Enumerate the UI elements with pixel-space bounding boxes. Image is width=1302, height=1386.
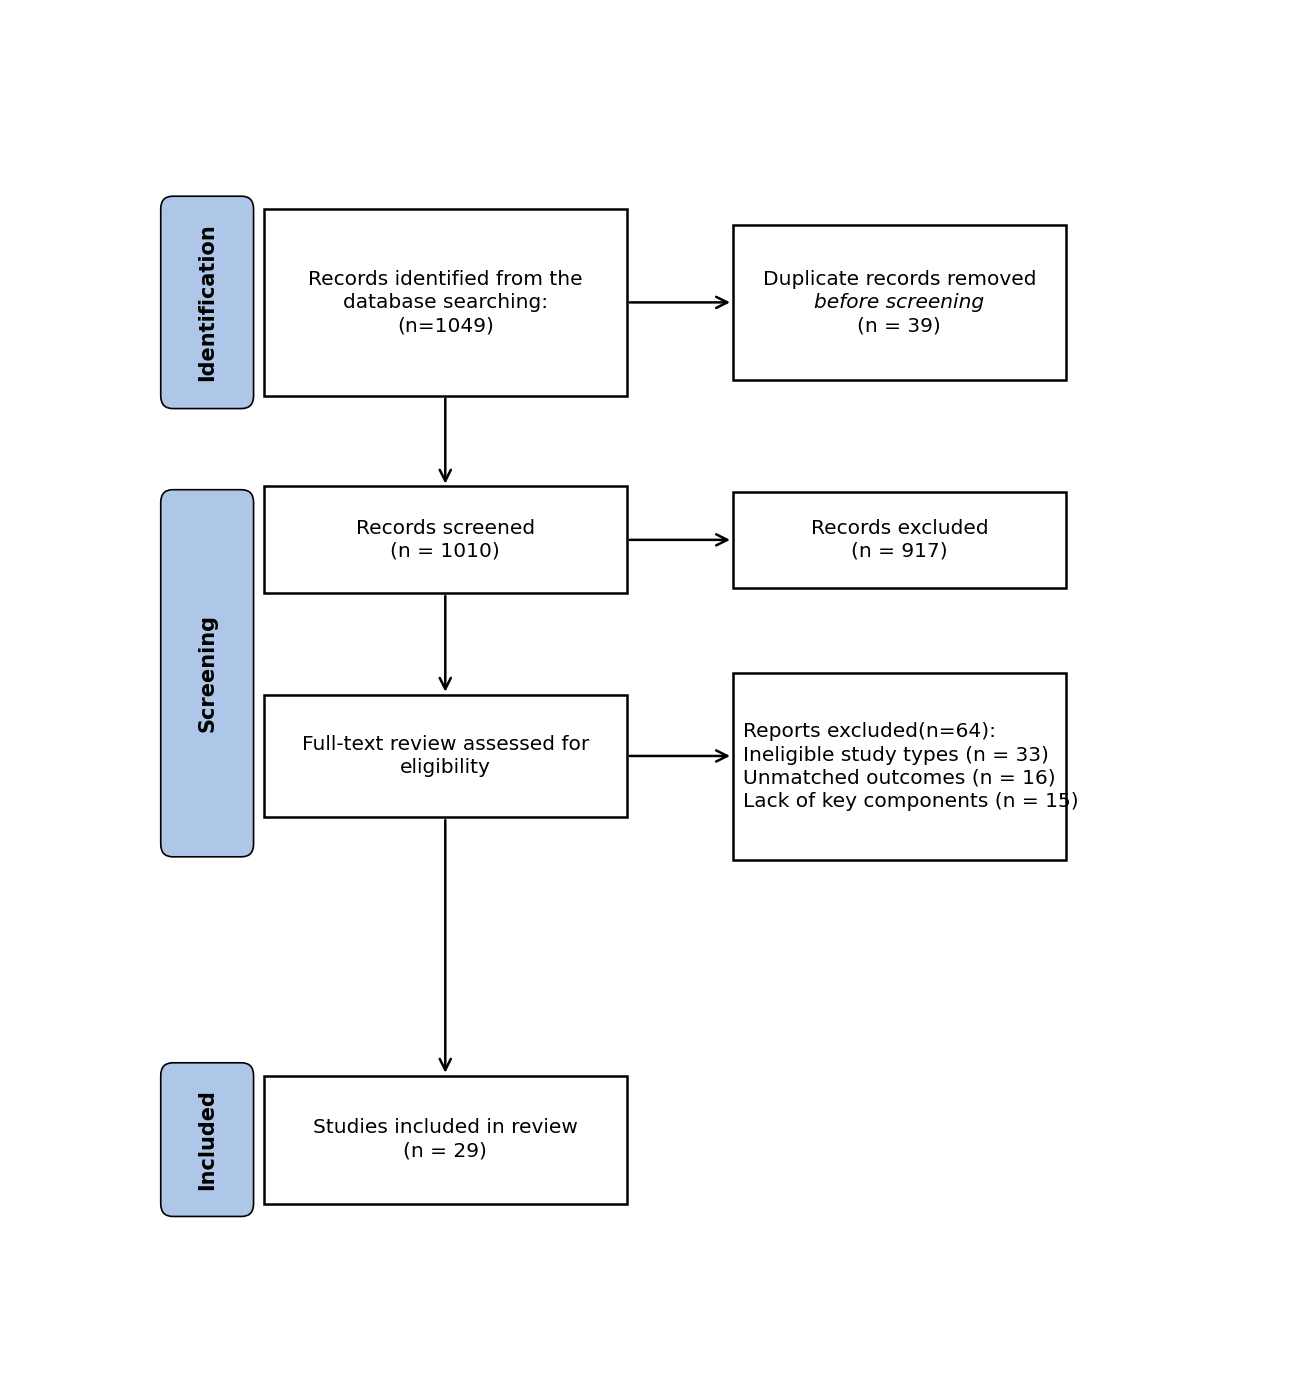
Text: Screening: Screening (197, 614, 217, 732)
FancyBboxPatch shape (263, 1076, 628, 1203)
Text: Reports excluded(n=64):: Reports excluded(n=64): (743, 722, 996, 742)
FancyBboxPatch shape (160, 1063, 254, 1217)
Text: before screening: before screening (814, 292, 984, 312)
Text: Identification: Identification (197, 223, 217, 381)
Text: Studies included in review: Studies included in review (312, 1119, 578, 1138)
FancyBboxPatch shape (160, 489, 254, 857)
FancyBboxPatch shape (263, 694, 628, 818)
Text: eligibility: eligibility (400, 758, 491, 778)
Text: Duplicate records removed: Duplicate records removed (763, 270, 1036, 288)
Text: Records excluded: Records excluded (811, 518, 988, 538)
FancyBboxPatch shape (733, 674, 1066, 859)
Text: Records screened: Records screened (355, 518, 535, 538)
Text: (n = 1010): (n = 1010) (391, 542, 500, 561)
FancyBboxPatch shape (160, 197, 254, 409)
Text: (n = 39): (n = 39) (858, 316, 941, 335)
Text: Ineligible study types (n = 33): Ineligible study types (n = 33) (743, 746, 1049, 765)
Text: (n=1049): (n=1049) (397, 316, 493, 335)
Text: database searching:: database searching: (342, 292, 548, 312)
Text: Included: Included (197, 1089, 217, 1191)
FancyBboxPatch shape (263, 486, 628, 593)
Text: Full-text review assessed for: Full-text review assessed for (302, 735, 589, 754)
Text: (n = 29): (n = 29) (404, 1142, 487, 1160)
Text: Unmatched outcomes (n = 16): Unmatched outcomes (n = 16) (743, 769, 1056, 787)
FancyBboxPatch shape (263, 209, 628, 396)
Text: (n = 917): (n = 917) (852, 542, 948, 561)
FancyBboxPatch shape (733, 225, 1066, 380)
FancyBboxPatch shape (733, 492, 1066, 588)
Text: Records identified from the: Records identified from the (309, 270, 582, 288)
Text: Lack of key components (n = 15): Lack of key components (n = 15) (743, 791, 1078, 811)
